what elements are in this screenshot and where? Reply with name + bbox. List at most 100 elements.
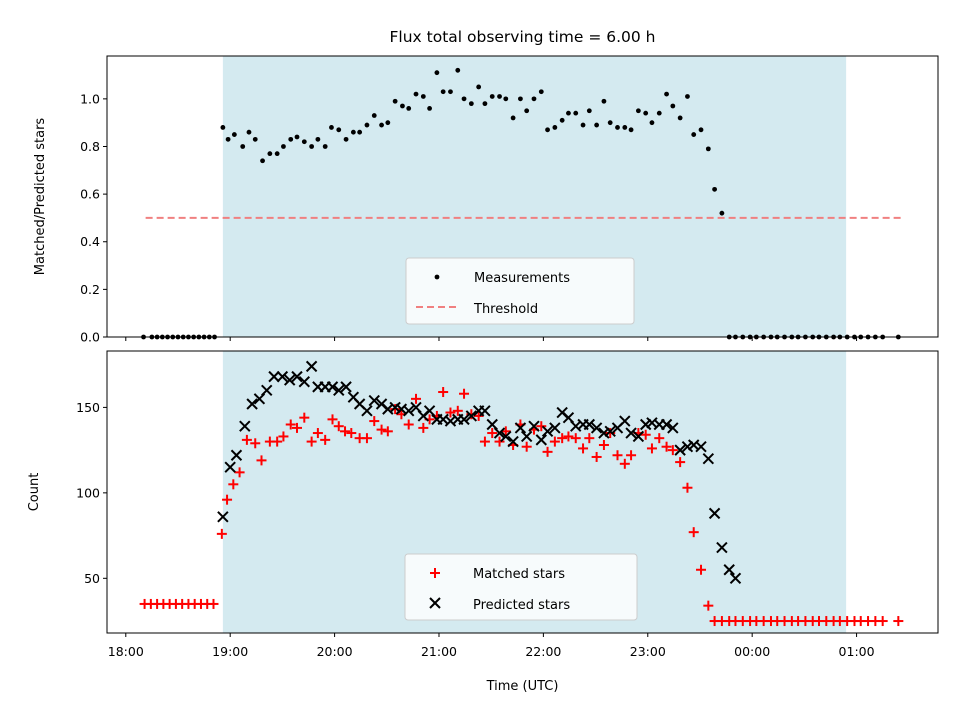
matched-star-point (403, 419, 414, 430)
matched-star-point (346, 428, 357, 439)
matched-star-point (292, 422, 303, 433)
matched-stars-legend-label: Matched stars (473, 567, 565, 582)
measurement-point (712, 186, 717, 192)
measurement-point (531, 96, 537, 102)
measurement-point (656, 110, 662, 116)
predicted-star-point (625, 427, 637, 439)
predicted-star-point (326, 381, 339, 393)
matched-star-point (285, 419, 296, 430)
measurement-point (691, 132, 697, 137)
predicted-star-point (500, 430, 512, 443)
y-tick-label: 0.0 (80, 330, 100, 345)
matched-star-point (327, 414, 338, 425)
predicted-star-point (361, 405, 373, 417)
predicted-star-point (674, 444, 686, 456)
top-title: Flux total observing time = 6.00 h (389, 28, 655, 46)
legend-plus (430, 568, 440, 578)
measurement-point (260, 158, 265, 164)
predicted-star-point (535, 434, 547, 446)
matched-star-point (591, 451, 602, 462)
measurement-point (336, 127, 342, 133)
matched-star-point (479, 436, 490, 447)
measurement-point (628, 127, 634, 133)
matched-star-point (703, 600, 714, 611)
predicted-star-point (403, 405, 415, 417)
bottom-y-axis-label: Count (27, 473, 42, 512)
y-tick-label: 0.4 (80, 234, 100, 249)
matched-star-point (696, 564, 707, 575)
predicted-stars-legend-label: Predicted stars (473, 598, 570, 613)
measurement-point (573, 110, 579, 116)
matched-star-point (570, 433, 581, 444)
predicted-star-point (261, 384, 273, 397)
y-tick-label: 0.6 (80, 187, 100, 202)
bottom-panel: 50 100 150 18:00 19:00 20:00 21:00 22:00 23:00 0… (27, 350, 939, 694)
measurement-point (400, 103, 405, 109)
y-tick-label: 150 (76, 400, 100, 415)
matched-star-point (654, 433, 665, 444)
matched-star-point (640, 429, 651, 440)
measurement-point (607, 120, 613, 126)
measurement-point (538, 89, 544, 95)
measurement-point (379, 122, 384, 128)
matched-star-point (584, 433, 595, 444)
matched-star-point (418, 422, 429, 433)
predicted-star-point (493, 427, 506, 439)
matched-star-point (675, 457, 686, 468)
predicted-star-point (520, 430, 533, 443)
measurement-point (643, 110, 649, 116)
predicted-star-point (276, 370, 289, 383)
measurement-point (601, 98, 607, 104)
predicted-star-point (283, 374, 296, 386)
measurement-point (322, 144, 328, 149)
measurement-point (559, 117, 565, 123)
predicted-star-point (528, 420, 540, 432)
measurement-point (294, 134, 300, 140)
x-tick-label: 19:00 (212, 644, 248, 659)
measurement-point (385, 120, 391, 126)
measurement-point (664, 91, 669, 97)
matched-star-point (216, 528, 227, 539)
matched-star-point (306, 436, 317, 447)
x-tick-label: 01:00 (839, 644, 875, 659)
matched-star-point (542, 446, 553, 457)
y-tick-label: 0.8 (80, 139, 100, 154)
measurement-point (677, 115, 683, 121)
matched-star-point (557, 433, 568, 444)
x-tick-label: 18:00 (108, 644, 144, 659)
predicted-star-point (716, 541, 728, 554)
matched-star-point (612, 450, 623, 461)
matched-star-point (688, 527, 699, 538)
predicted-star-point (619, 415, 631, 427)
measurement-point (594, 122, 600, 128)
measurement-point (566, 110, 571, 116)
predicted-star-point (549, 422, 561, 434)
measurement-point (350, 129, 356, 135)
matched-star-point (598, 440, 609, 450)
matched-star-point (473, 410, 484, 421)
matched-star-point (646, 443, 657, 454)
matched-star-point (228, 479, 239, 490)
measurement-point (649, 120, 655, 126)
measurement-point (518, 96, 523, 102)
measurement-point (510, 115, 516, 121)
predicted-star-point (514, 422, 527, 434)
matched-stars-series (139, 387, 904, 627)
predicted-star-point (465, 410, 478, 422)
x-axis-label: Time (UTC) (486, 679, 559, 694)
matched-star-point (619, 458, 630, 469)
x-tick-label: 22:00 (525, 644, 561, 659)
y-tick-label: 1.0 (80, 91, 100, 106)
measurement-point (685, 94, 690, 99)
matched-star-point (536, 421, 547, 432)
top-legend-box (405, 257, 635, 325)
matched-star-point (893, 616, 904, 627)
predicted-star-point (583, 418, 596, 431)
matched-star-point (487, 428, 498, 439)
measurement-point (705, 146, 711, 152)
measurement-point (482, 101, 488, 107)
predicted-star-point (368, 394, 380, 407)
matched-star-point (452, 405, 463, 416)
measurement-point (698, 127, 704, 133)
top-legend: Measurements Threshold (405, 257, 635, 325)
